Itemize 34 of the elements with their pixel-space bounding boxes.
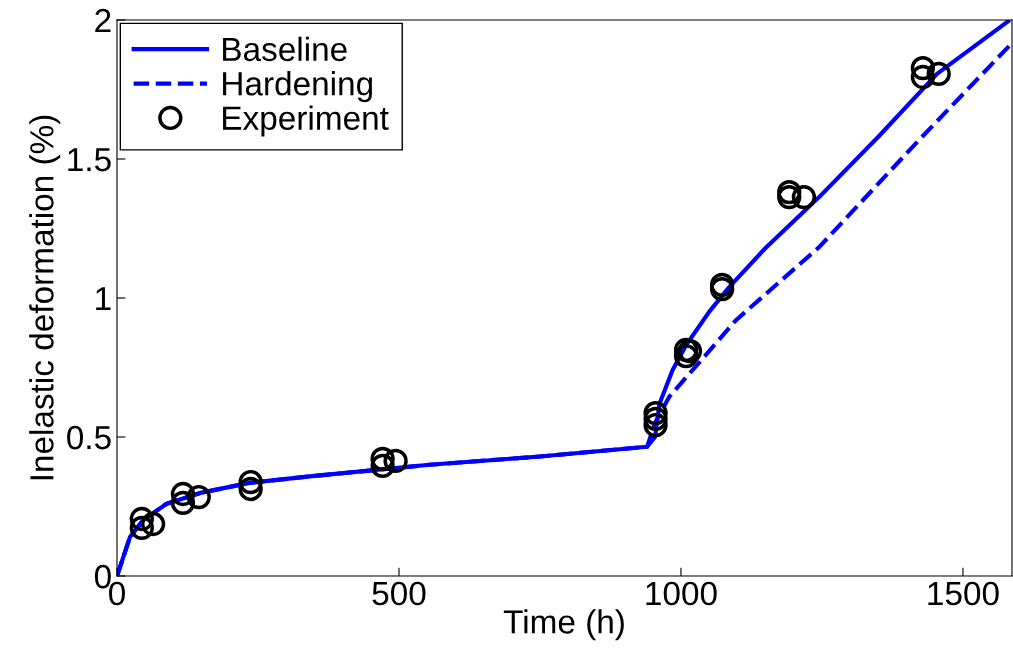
legend-label: Baseline xyxy=(223,36,347,62)
y-axis-title: Inelastic deformation (%) xyxy=(29,115,61,480)
y-tick-label: 0.5 xyxy=(67,425,111,450)
y-tick-label: 1 xyxy=(96,287,111,311)
point xyxy=(129,506,154,532)
point xyxy=(643,406,668,432)
point xyxy=(791,184,817,210)
point xyxy=(170,490,196,516)
x-tick-label: 500 xyxy=(372,581,426,606)
y-tick-label: 0 xyxy=(94,564,111,589)
point xyxy=(129,515,154,541)
point xyxy=(383,448,408,474)
point xyxy=(170,481,196,507)
point xyxy=(643,412,668,438)
point xyxy=(186,484,211,510)
point xyxy=(643,400,668,426)
point xyxy=(926,61,951,87)
legend-label: Hardening xyxy=(223,71,372,103)
point xyxy=(238,469,263,495)
y-tick-label: 1.5 xyxy=(68,148,111,172)
point xyxy=(370,446,395,472)
legend-label: Experiment xyxy=(223,105,389,137)
y-tick-label: 2 xyxy=(95,8,111,33)
point xyxy=(238,476,263,502)
point xyxy=(777,179,802,205)
point xyxy=(910,55,936,81)
point xyxy=(777,184,802,210)
point xyxy=(140,511,166,537)
point xyxy=(910,64,936,90)
x-axis-title: Time (h) xyxy=(503,609,624,641)
point xyxy=(370,453,395,479)
x-tick-label: 1500 xyxy=(928,581,999,606)
point xyxy=(673,343,699,369)
x-tick-label: 1000 xyxy=(646,581,717,606)
